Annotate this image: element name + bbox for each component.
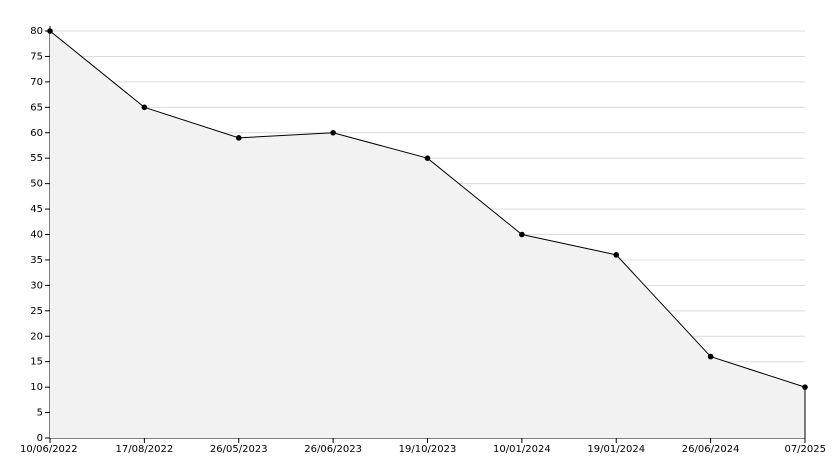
y-tick-label: 30 [30, 280, 43, 291]
x-tick-label: 19/01/2024 [587, 444, 645, 455]
y-tick-label: 60 [30, 128, 43, 139]
y-tick-label: 70 [30, 77, 43, 88]
x-tick-label: 26/05/2023 [210, 444, 268, 455]
x-tick-label: 10/01/2024 [493, 444, 551, 455]
x-tick-label: 10/06/2022 [20, 444, 78, 455]
marker [330, 129, 336, 136]
marker [613, 252, 620, 258]
marker [235, 135, 242, 141]
y-tick-label: 25 [30, 306, 43, 317]
marker [141, 104, 148, 111]
x-tick-label: 07/2025 [784, 444, 826, 455]
y-tick-label: 35 [30, 255, 43, 266]
y-tick-label: 40 [30, 230, 43, 241]
y-tick-label: 55 [30, 153, 43, 164]
x-tick-label: 17/08/2022 [116, 444, 174, 455]
y-tick-label: 65 [30, 102, 43, 113]
y-tick-label: 15 [30, 357, 43, 368]
y-tick-label: 10 [30, 382, 43, 393]
marker [424, 155, 431, 161]
x-tick-label: 26/06/2023 [304, 444, 362, 455]
x-tick-label: 19/10/2023 [399, 444, 457, 455]
y-tick-label: 80 [30, 26, 43, 37]
marker [519, 231, 525, 238]
area-fill [50, 31, 805, 438]
y-tick-label: 0 [37, 433, 43, 444]
y-tick-label: 5 [37, 408, 43, 419]
y-tick-label: 75 [30, 51, 43, 62]
y-tick-label: 50 [30, 179, 43, 190]
x-tick-label: 26/06/2024 [682, 444, 740, 455]
y-tick-label: 45 [30, 204, 43, 215]
y-tick-label: 20 [30, 331, 43, 342]
marker [802, 384, 808, 390]
marker [707, 353, 714, 360]
